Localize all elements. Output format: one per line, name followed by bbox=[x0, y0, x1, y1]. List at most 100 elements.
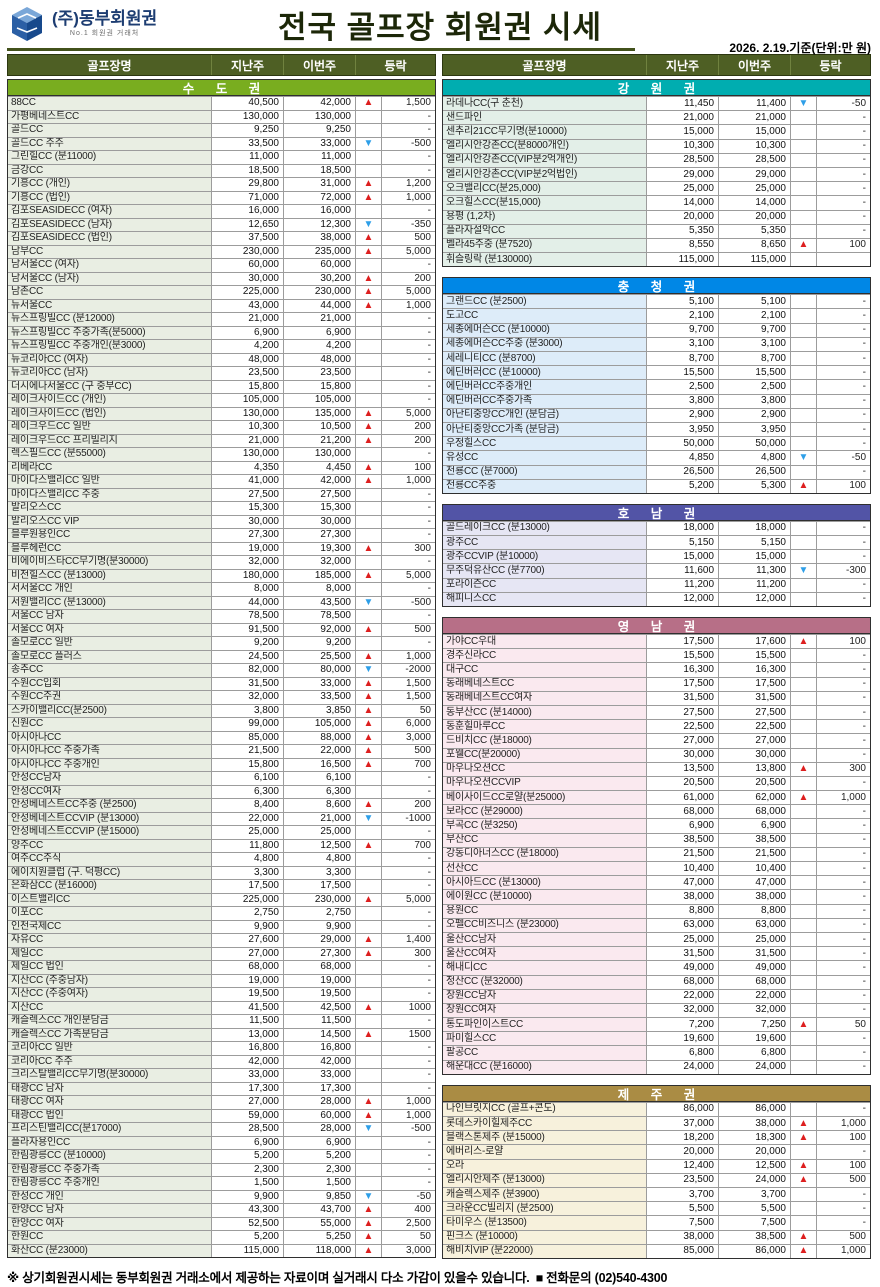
change-arrow-cell bbox=[790, 1002, 816, 1018]
golf-course-name-cell: 해내디CC bbox=[443, 960, 646, 975]
change-value-cell: 500 bbox=[816, 1172, 870, 1187]
table-row: 엘리시안강촌CC(VIP분2억개인) 28,500 28,500- bbox=[443, 152, 870, 167]
table-row: 서서울CC 개인 8,000 8,000- bbox=[8, 582, 435, 596]
last-week-price-cell: 105,000 bbox=[211, 393, 283, 407]
this-week-price-cell: 21,000 bbox=[283, 312, 355, 326]
change-value-cell: - bbox=[816, 110, 870, 125]
change-arrow-cell: ▲ bbox=[355, 838, 381, 852]
this-week-price-cell: 15,500 bbox=[718, 365, 790, 380]
change-value-cell: - bbox=[816, 336, 870, 351]
last-week-price-cell: 78,500 bbox=[211, 609, 283, 623]
this-week-price-cell: 2,900 bbox=[718, 407, 790, 422]
change-value-cell: - bbox=[381, 879, 435, 893]
golf-course-name-cell: 뉴스프링빌CC 주중개인(분3000) bbox=[8, 339, 211, 353]
last-week-price-cell: 22,500 bbox=[646, 719, 718, 734]
last-week-price-cell: 11,000 bbox=[211, 150, 283, 164]
region-table-5: 영 남 권 가야CC우대 17,500 17,600 ▲ 100 경주신라CC 15,500 1… bbox=[442, 617, 871, 1075]
table-row: 한원CC 5,200 5,250 ▲ 50 bbox=[8, 1230, 435, 1244]
last-week-price-cell: 13,500 bbox=[646, 761, 718, 776]
up-arrow-icon: ▲ bbox=[363, 691, 374, 703]
golf-course-name-cell: 인천국제CC bbox=[8, 919, 211, 933]
change-arrow-cell bbox=[355, 123, 381, 137]
this-week-price-cell: 31,500 bbox=[718, 690, 790, 705]
table-row: 에이원CC (분10000) 38,000 38,000- bbox=[443, 889, 870, 904]
change-arrow-cell: ▲ bbox=[790, 1158, 816, 1173]
golf-course-name-cell: 제일CC bbox=[8, 946, 211, 960]
this-week-price-cell: 22,000 bbox=[718, 988, 790, 1003]
last-week-price-cell: 27,000 bbox=[211, 946, 283, 960]
change-value-cell: - bbox=[381, 528, 435, 542]
this-week-price-cell: 14,500 bbox=[283, 1027, 355, 1041]
last-week-price-cell: 16,300 bbox=[646, 662, 718, 677]
change-arrow-cell bbox=[790, 804, 816, 819]
change-value-cell: - bbox=[381, 123, 435, 137]
change-arrow-cell: ▼ bbox=[790, 450, 816, 465]
change-value-cell: - bbox=[381, 1135, 435, 1149]
change-arrow-cell: ▲ bbox=[355, 420, 381, 434]
table-row: 세종에머슨CC주중 (분3000) 3,100 3,100- bbox=[443, 336, 870, 351]
change-arrow-cell: ▼ bbox=[355, 1189, 381, 1203]
change-value-cell: - bbox=[816, 676, 870, 691]
col-header-course-name: 골프장명 bbox=[87, 58, 132, 73]
change-arrow-cell bbox=[355, 865, 381, 879]
change-value-cell: 1,000 bbox=[381, 649, 435, 663]
golf-course-name-cell: 아시아드CC (분13000) bbox=[443, 875, 646, 890]
up-arrow-icon: ▲ bbox=[363, 434, 374, 446]
this-week-price-cell: 21,200 bbox=[283, 433, 355, 447]
this-week-price-cell: 105,000 bbox=[283, 717, 355, 731]
this-week-price-cell: 28,500 bbox=[718, 152, 790, 167]
change-value-cell: - bbox=[381, 163, 435, 177]
golf-course-name-cell: 지산CC (주중여자) bbox=[8, 987, 211, 1001]
this-week-price-cell: 42,500 bbox=[283, 1000, 355, 1014]
change-value-cell: - bbox=[816, 393, 870, 408]
this-week-price-cell: 86,000 bbox=[718, 1101, 790, 1116]
change-arrow-cell: ▼ bbox=[355, 595, 381, 609]
up-arrow-icon: ▲ bbox=[363, 1244, 374, 1256]
table-row: 태광CC 여자 27,000 28,000 ▲ 1,000 bbox=[8, 1095, 435, 1109]
this-week-price-cell: 2,100 bbox=[718, 308, 790, 323]
last-week-price-cell: 6,900 bbox=[646, 818, 718, 833]
golf-course-name-cell: 해비치VIP (분22000) bbox=[443, 1243, 646, 1258]
golf-course-name-cell: 캐슬렉스제주 (분3900) bbox=[443, 1186, 646, 1202]
table-row: 비전힐스CC (분13000) 180,000 185,000 ▲ 5,000 bbox=[8, 568, 435, 582]
last-week-price-cell: 31,500 bbox=[646, 690, 718, 705]
this-week-price-cell: 23,500 bbox=[283, 366, 355, 380]
change-arrow-cell bbox=[790, 861, 816, 876]
change-arrow-cell: ▲ bbox=[355, 798, 381, 812]
last-week-price-cell: 2,500 bbox=[646, 379, 718, 394]
table-row: 세종에머슨CC (분10000) 9,700 9,700- bbox=[443, 322, 870, 337]
golf-course-name-cell: 자유CC bbox=[8, 933, 211, 947]
golf-course-name-cell: 엘리시안제주 (분13000) bbox=[443, 1172, 646, 1187]
down-arrow-icon: ▼ bbox=[363, 812, 374, 824]
this-week-price-cell: 9,850 bbox=[283, 1189, 355, 1203]
last-week-price-cell: 15,000 bbox=[646, 549, 718, 564]
change-value-cell: - bbox=[816, 421, 870, 437]
change-arrow-cell bbox=[355, 204, 381, 218]
this-week-price-cell: 38,500 bbox=[718, 1229, 790, 1244]
change-value-cell: -500 bbox=[381, 1122, 435, 1136]
change-value-cell: - bbox=[381, 906, 435, 920]
table-row: 레이크우드CC 프리빌리지 21,000 21,200 ▲ 200 bbox=[8, 433, 435, 447]
golf-course-name-cell: 한원CC bbox=[8, 1230, 211, 1244]
last-week-price-cell: 10,300 bbox=[211, 420, 283, 434]
change-arrow-cell bbox=[355, 312, 381, 326]
this-week-price-cell: 15,000 bbox=[718, 549, 790, 564]
this-week-price-cell: 5,250 bbox=[283, 1230, 355, 1244]
change-arrow-cell: ▼ bbox=[790, 563, 816, 578]
change-value-cell: - bbox=[816, 662, 870, 677]
change-arrow-cell: ▲ bbox=[355, 244, 381, 258]
this-week-price-cell: 16,000 bbox=[283, 204, 355, 218]
this-week-price-cell: 47,000 bbox=[718, 875, 790, 890]
table-row: 마우나오션CCVIP 20,500 20,500- bbox=[443, 775, 870, 791]
change-arrow-cell bbox=[790, 294, 816, 309]
company-logo: (주)동부회원권 No.1 회원권 거래처 bbox=[8, 5, 157, 43]
last-week-price-cell: 3,800 bbox=[646, 393, 718, 408]
change-arrow-cell: ▲ bbox=[355, 676, 381, 690]
up-arrow-icon: ▲ bbox=[363, 1204, 374, 1216]
table-row: 양주CC 11,800 12,500 ▲ 700 bbox=[8, 838, 435, 852]
last-week-price-cell: 12,000 bbox=[646, 591, 718, 606]
change-value-cell: -1000 bbox=[381, 811, 435, 825]
last-week-price-cell: 9,700 bbox=[646, 322, 718, 337]
last-week-price-cell: 23,500 bbox=[211, 366, 283, 380]
this-week-price-cell: 185,000 bbox=[283, 568, 355, 582]
